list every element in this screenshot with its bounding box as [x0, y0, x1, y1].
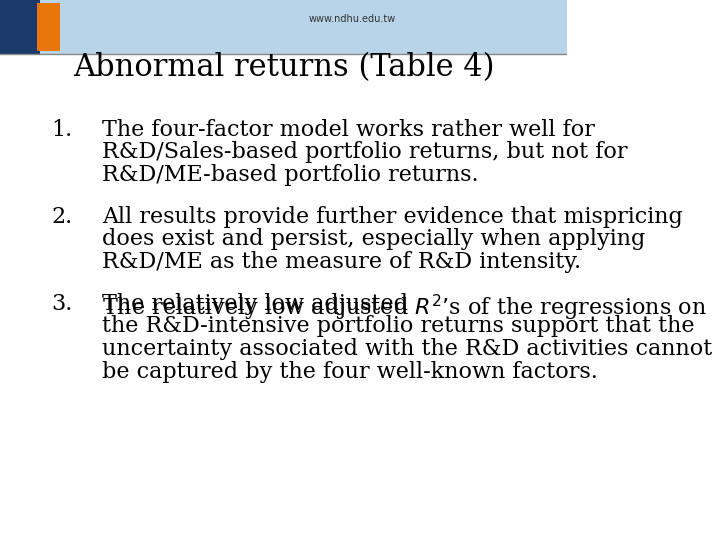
Text: All results provide further evidence that mispricing: All results provide further evidence tha… [102, 206, 683, 228]
Text: does exist and persist, especially when applying: does exist and persist, especially when … [102, 228, 645, 251]
Text: 3.: 3. [51, 293, 73, 315]
Text: Abnormal returns (Table 4): Abnormal returns (Table 4) [73, 52, 495, 83]
Text: The four-factor model works rather well for: The four-factor model works rather well … [102, 119, 595, 141]
Text: www.ndhu.edu.tw: www.ndhu.edu.tw [308, 14, 395, 24]
Text: The relatively low adjusted: The relatively low adjusted [102, 293, 415, 315]
Text: uncertainty associated with the R&D activities cannot: uncertainty associated with the R&D acti… [102, 338, 712, 360]
Text: R&D/ME as the measure of R&D intensity.: R&D/ME as the measure of R&D intensity. [102, 251, 581, 273]
Text: be captured by the four well-known factors.: be captured by the four well-known facto… [102, 361, 598, 383]
Text: the R&D-intensive portfolio returns support that the: the R&D-intensive portfolio returns supp… [102, 315, 695, 338]
Text: R&D/ME-based portfolio returns.: R&D/ME-based portfolio returns. [102, 164, 479, 186]
Text: The relatively low adjusted $R^{2}$’s of the regressions on: The relatively low adjusted $R^{2}$’s of… [102, 293, 707, 323]
Text: 2.: 2. [51, 206, 72, 228]
Text: 1.: 1. [51, 119, 72, 141]
Text: R&D/Sales-based portfolio returns, but not for: R&D/Sales-based portfolio returns, but n… [102, 141, 628, 164]
FancyBboxPatch shape [0, 0, 567, 54]
FancyBboxPatch shape [0, 0, 40, 54]
FancyBboxPatch shape [37, 3, 60, 51]
